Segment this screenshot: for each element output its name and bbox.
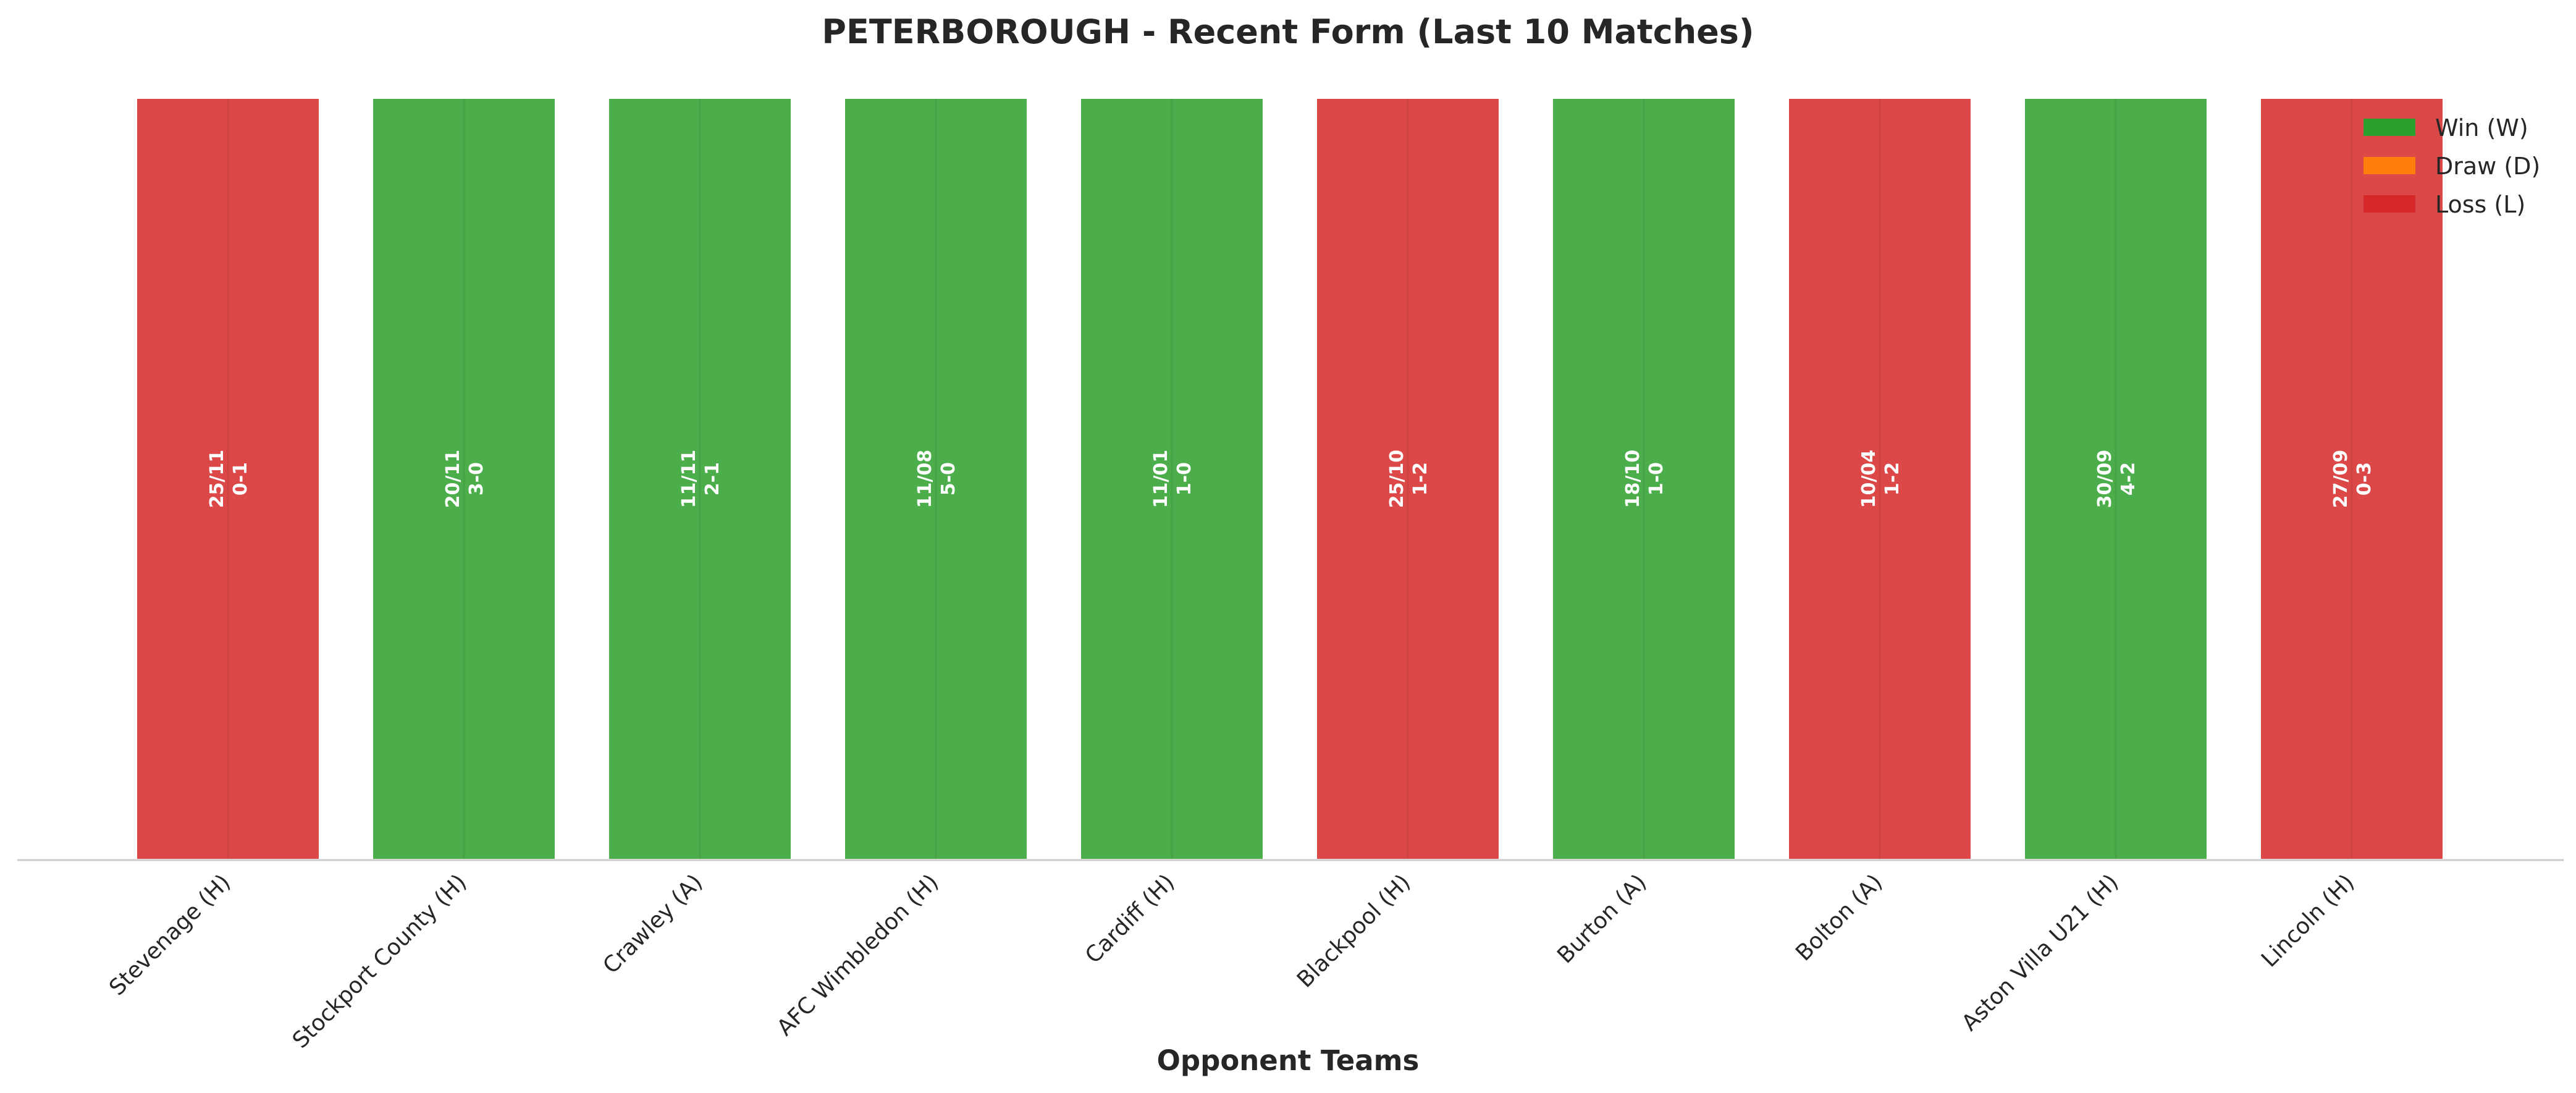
legend-swatch-w [2363,119,2415,136]
bar-score-label: 2-1 [702,462,723,496]
bar-date-label: 27/09 [2330,450,2352,508]
bar-10 [2258,96,2445,861]
legend-swatch-d [2363,157,2415,174]
x-tick-label-10: Lincoln (H) [2257,869,2359,972]
bar-date-label: 10/04 [1858,450,1880,508]
bar-6 [1315,96,1501,861]
bar-3 [607,96,793,861]
bar-date-label: 11/08 [914,450,936,508]
x-tick-label-1: Stevenage (H) [104,869,235,1000]
legend-label-d: Draw (D) [2435,153,2540,180]
chart-title: PETERBOROUGH - Recent Form (Last 10 Matc… [822,12,1754,51]
x-tick-label-4: AFC Wimbledon (H) [772,869,943,1040]
bars-group: 25/11 0-1 20/11 3-0 11/11 2-1 11/08 5-0 11/01 1-0… [135,96,2445,861]
x-tick-label-7: Burton (A) [1552,869,1651,968]
bar-label-7: 18/10 1-0 [1622,450,1667,508]
bar-score-label: 1-0 [1646,462,1667,496]
legend-swatch-l [2363,195,2415,213]
bar-date-label: 30/09 [2094,450,2116,508]
x-tick-label-9: Aston Villa U21 (H) [1957,869,2123,1036]
bar-score-label: 1-0 [1174,462,1195,496]
bar-date-label: 20/11 [442,450,464,508]
bar-label-10: 27/09 0-3 [2330,450,2375,508]
x-tick-label-3: Crawley (A) [599,869,708,979]
bar-score-label: 5-0 [938,462,959,496]
bar-4 [843,96,1029,861]
bar-label-6: 25/10 1-2 [1386,450,1431,508]
bar-label-5: 11/01 1-0 [1150,450,1195,508]
x-tick-labels: Stevenage (H) Stockport County (H) Crawley… [104,869,2359,1053]
bar-label-8: 10/04 1-2 [1858,450,1903,508]
x-tick-label-2: Stockport County (H) [288,869,471,1053]
bar-score-label: 3-0 [466,462,487,496]
bar-score-label: 1-2 [1410,462,1431,496]
bar-date-label: 25/10 [1386,450,1408,508]
bar-score-label: 0-3 [2354,462,2375,496]
bar-1 [135,96,321,861]
x-tick-label-6: Blackpool (H) [1292,869,1415,992]
x-axis-label: Opponent Teams [1157,1044,1420,1077]
legend-label-l: Loss (L) [2435,191,2525,218]
x-tick-label-8: Bolton (A) [1791,869,1887,966]
bar-2 [371,96,557,861]
bar-5 [1079,96,1265,861]
legend-label-w: Win (W) [2435,114,2528,141]
bar-date-label: 11/11 [678,450,700,508]
bar-label-4: 11/08 5-0 [914,450,959,508]
bar-date-label: 18/10 [1622,450,1644,508]
bar-score-label: 4-2 [2118,462,2139,496]
bar-score-label: 0-1 [230,462,251,496]
bar-label-2: 20/11 3-0 [442,450,487,508]
bar-7 [1551,96,1737,861]
bar-date-label: 11/01 [1150,450,1172,508]
bar-date-label: 25/11 [206,450,228,508]
bar-label-1: 25/11 0-1 [206,450,251,508]
legend: Win (W) Draw (D) Loss (L) [2363,114,2540,218]
x-tick-label-5: Cardiff (H) [1080,869,1179,968]
bar-label-9: 30/09 4-2 [2094,450,2139,508]
bar-label-3: 11/11 2-1 [678,450,723,508]
bar-score-label: 1-2 [1882,462,1903,496]
